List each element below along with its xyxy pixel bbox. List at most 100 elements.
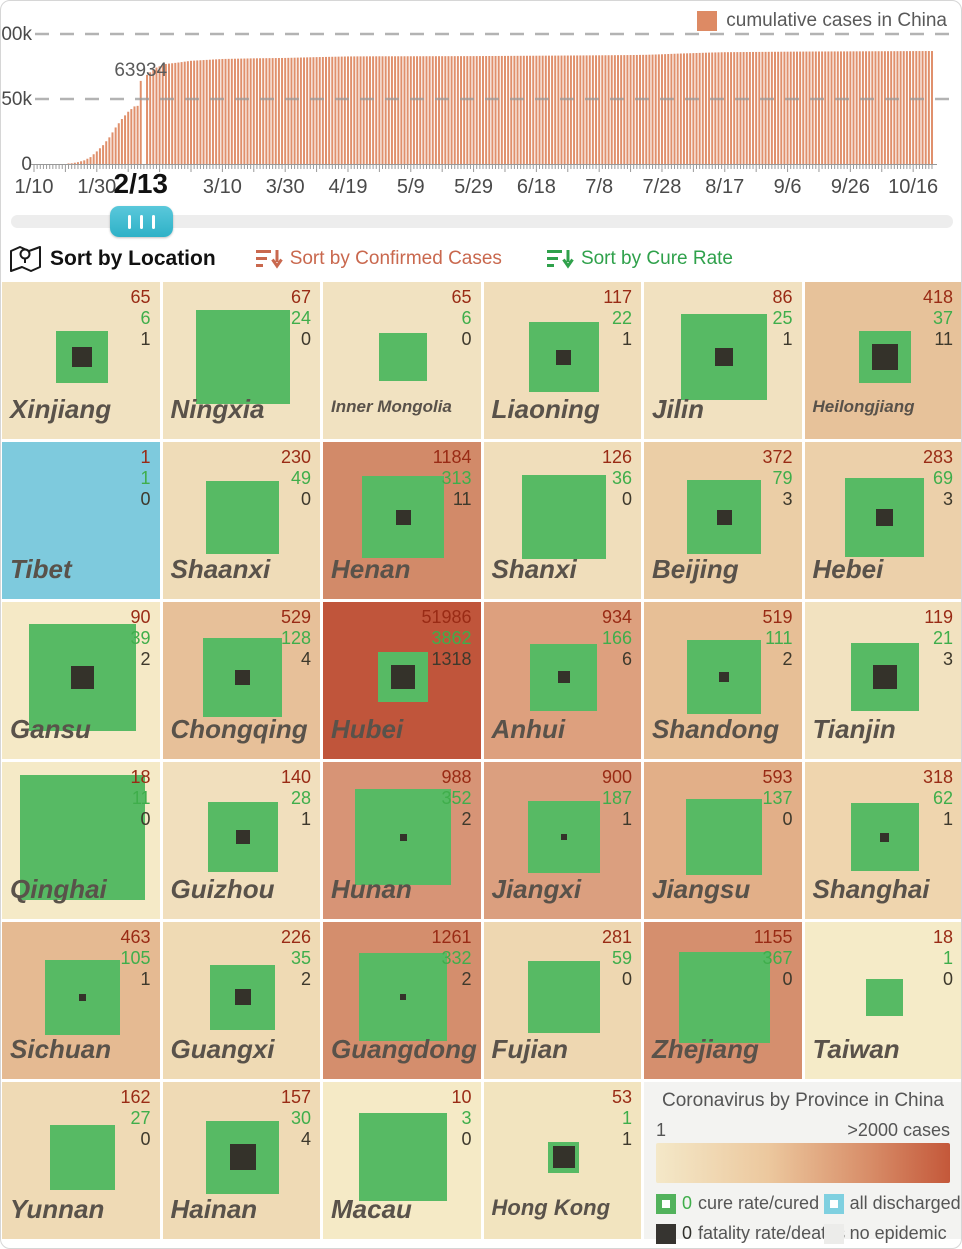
cured-count: 187 [601, 788, 632, 808]
province-stats: 1261 332 2 [431, 927, 471, 990]
province-tile-jiangsu[interactable]: 593 137 0 Jiangsu [644, 762, 802, 919]
cure-rate-square [206, 480, 279, 554]
deaths-count: 3 [942, 489, 953, 509]
province-tile-zhejiang[interactable]: 1155 367 0 Zhejiang [644, 922, 802, 1079]
deaths-count: 2 [300, 969, 311, 989]
fatality-rate-square [235, 830, 250, 844]
province-tile-gansu[interactable]: 90 39 2 Gansu [2, 602, 160, 759]
deaths-count: 1 [621, 809, 632, 829]
cured-count: 28 [290, 788, 311, 808]
cure-square-icon [656, 1193, 676, 1214]
confirmed-count: 1155 [753, 927, 793, 947]
province-name: Sichuan [10, 1034, 112, 1064]
province-tile-inner-mongolia[interactable]: 65 6 0 Inner Mongolia [323, 282, 481, 439]
province-tile-hong-kong[interactable]: 53 1 1 Hong Kong [483, 1082, 641, 1239]
province-tile-shaanxi[interactable]: 230 49 0 Shaanxi [162, 442, 320, 599]
province-name: Taiwan [812, 1034, 900, 1064]
no-epidemic-label: no epidemic [849, 1223, 947, 1243]
province-tile-guizhou[interactable]: 140 28 1 Guizhou [162, 762, 320, 919]
timeline-slider-track[interactable] [11, 215, 953, 228]
cured-count: 79 [772, 468, 793, 488]
province-tile-heilongjiang[interactable]: 418 37 11 Heilongjiang [804, 282, 961, 439]
timeline-chart-svg[interactable]: 100k 50k 01/10 1/302/13 3/10 3/30 4/19 5/9 5/29 6… [1, 1, 962, 206]
confirmed-count: 18 [932, 927, 953, 947]
province-stats: 593 137 0 [762, 767, 792, 830]
province-stats: 119 21 3 [924, 607, 953, 670]
sort-by-location-button[interactable]: Sort by Location [9, 244, 216, 274]
legend-items: 0 cure rate/cured all discharged 0 fatal… [656, 1193, 961, 1244]
province-tile-tianjin[interactable]: 119 21 3 Tianjin [804, 602, 961, 759]
province-tile-hebei[interactable]: 283 69 3 Hebei [804, 442, 961, 599]
province-tile-beijing[interactable]: 372 79 3 Beijing [644, 442, 802, 599]
confirmed-count: 283 [922, 447, 953, 467]
cured-count: 1 [621, 1108, 632, 1128]
cured-count: 37 [932, 308, 953, 328]
province-tile-hunan[interactable]: 988 352 2 Hunan [323, 762, 481, 919]
province-tile-anhui[interactable]: 934 166 6 Anhui [483, 602, 641, 759]
province-tile-shanxi[interactable]: 126 36 0 Shanxi [483, 442, 641, 599]
province-stats: 65 6 0 [451, 287, 471, 350]
fatality-rate-square [72, 347, 92, 367]
legend-item-discharged: all discharged [823, 1193, 961, 1214]
province-tile-ningxia[interactable]: 67 24 0 Ningxia [162, 282, 320, 439]
timeline-slider-handle[interactable] [110, 206, 173, 237]
province-stats: 230 49 0 [281, 447, 311, 510]
province-tile-xinjiang[interactable]: 65 6 1 Xinjiang [2, 282, 160, 439]
deaths-count: 1 [140, 969, 151, 989]
province-stats: 117 22 1 [603, 287, 632, 350]
province-tile-jiangxi[interactable]: 900 187 1 Jiangxi [483, 762, 641, 919]
confirmed-count: 372 [762, 447, 793, 467]
province-tile-chongqing[interactable]: 529 128 4 Chongqing [162, 602, 320, 759]
sort-by-cure-rate-label: Sort by Cure Rate [580, 248, 734, 269]
sort-by-confirmed-button[interactable]: Sort by Confirmed Cases [255, 246, 502, 272]
cured-count: 105 [120, 948, 151, 968]
deaths-count: 0 [140, 1129, 151, 1149]
province-stats: 1184 313 11 [433, 447, 472, 510]
province-tile-jilin[interactable]: 86 25 1 Jilin [644, 282, 802, 439]
province-tile-guangdong[interactable]: 1261 332 2 Guangdong [323, 922, 481, 1079]
deaths-count: 4 [300, 1129, 311, 1149]
timeline-chart[interactable]: 100k 50k 01/10 1/302/13 3/10 3/30 4/19 5/9 5/29 6… [1, 1, 962, 206]
fatality-rate-square [719, 672, 729, 682]
deaths-count: 0 [621, 969, 632, 989]
province-stats: 1155 367 0 [754, 927, 793, 990]
province-tile-taiwan[interactable]: 18 1 0 Taiwan [804, 922, 961, 1079]
province-tile-henan[interactable]: 1184 313 11 Henan [323, 442, 481, 599]
cured-count: 1 [140, 468, 151, 488]
chart-legend-label: cumulative cases in China [726, 10, 947, 31]
province-stats: 18 1 0 [933, 927, 953, 990]
deaths-count: 2 [140, 649, 151, 669]
cured-count: 166 [601, 628, 632, 648]
svg-text:1/10: 1/10 [15, 176, 54, 198]
cure-value: 0 [682, 1193, 693, 1213]
province-name: Tibet [10, 554, 72, 584]
province-tile-guangxi[interactable]: 226 35 2 Guangxi [162, 922, 320, 1079]
province-tile-liaoning[interactable]: 117 22 1 Liaoning [483, 282, 641, 439]
province-tile-hainan[interactable]: 157 30 4 Hainan [162, 1082, 320, 1239]
discharged-label: all discharged [849, 1193, 961, 1213]
svg-text:4/19: 4/19 [329, 176, 368, 198]
province-tile-qinghai[interactable]: 18 11 0 Qinghai [2, 762, 160, 919]
svg-text:0: 0 [21, 154, 32, 175]
province-tile-macau[interactable]: 10 3 0 Macau [323, 1082, 481, 1239]
province-name: Zhejiang [652, 1034, 759, 1064]
confirmed-count: 318 [922, 767, 953, 787]
province-stats: 140 28 1 [281, 767, 311, 830]
province-tile-hubei[interactable]: 51986 3862 1318 Hubei [323, 602, 481, 759]
province-name: Guizhou [170, 874, 275, 904]
province-tile-yunnan[interactable]: 162 27 0 Yunnan [2, 1082, 160, 1239]
province-tile-shanghai[interactable]: 318 62 1 Shanghai [804, 762, 961, 919]
cured-count: 39 [130, 628, 151, 648]
province-name: Anhui [491, 714, 566, 744]
fatality-value: 0 [682, 1223, 693, 1243]
province-tile-sichuan[interactable]: 463 105 1 Sichuan [2, 922, 160, 1079]
sort-by-confirmed-label: Sort by Confirmed Cases [289, 248, 502, 269]
fatality-rate-square [70, 665, 94, 689]
province-tile-fujian[interactable]: 281 59 0 Fujian [483, 922, 641, 1079]
province-tile-tibet[interactable]: 1 1 0 Tibet [2, 442, 160, 599]
province-tile-shandong[interactable]: 519 111 2 Shandong [644, 602, 802, 759]
province-stats: 65 6 1 [130, 287, 150, 350]
sort-by-cure-rate-button[interactable]: Sort by Cure Rate [546, 246, 734, 272]
province-stats: 900 187 1 [602, 767, 632, 830]
deaths-count: 1 [300, 809, 311, 829]
